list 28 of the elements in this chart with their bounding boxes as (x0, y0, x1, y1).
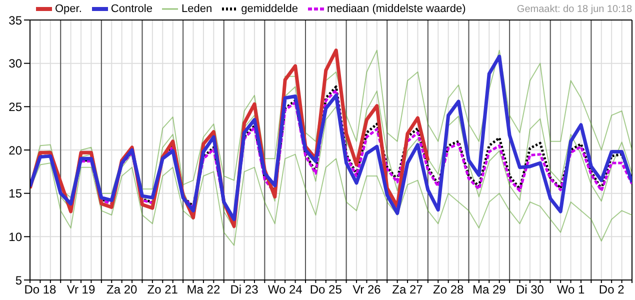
legend-label: Oper. (55, 3, 82, 15)
x-tick-label: Do 18 (24, 282, 57, 297)
x-tick-label: Di 30 (516, 282, 544, 297)
x-tick-label: Za 20 (106, 282, 138, 297)
x-tick-label: Di 23 (230, 282, 259, 297)
x-tick-label: Zo 28 (432, 282, 464, 297)
y-tick-label: 35 (8, 13, 22, 28)
y-tick-label: 5 (15, 273, 22, 288)
legend-label: Leden (181, 3, 212, 15)
x-tick-label: Ma 22 (186, 282, 220, 297)
y-tick-label: 20 (8, 143, 22, 158)
legend-label: mediaan (middelste waarde) (326, 3, 466, 15)
y-tick-label: 10 (8, 230, 22, 244)
text: Gemaakt: do 18 jun 10:18 (516, 4, 632, 15)
x-tick-label: Vr 26 (352, 282, 382, 297)
x-tick-label: Do 25 (310, 282, 342, 297)
x-tick-label: Ma 29 (472, 282, 506, 297)
x-tick-label: Wo 24 (268, 282, 303, 297)
y-tick-label: 15 (8, 186, 22, 201)
y-tick-label: 30 (8, 56, 22, 71)
x-tick-label: Do 2 (598, 282, 625, 297)
legend-label: gemiddelde (241, 3, 298, 15)
x-tick-label: Za 27 (392, 282, 424, 297)
legend-label: Controle (110, 3, 152, 15)
x-tick-label: Vr 19 (66, 282, 96, 297)
x-tick-label: Wo 1 (556, 282, 585, 297)
y-tick-label: 25 (8, 100, 22, 114)
x-tick-label: Zo 21 (147, 282, 178, 297)
